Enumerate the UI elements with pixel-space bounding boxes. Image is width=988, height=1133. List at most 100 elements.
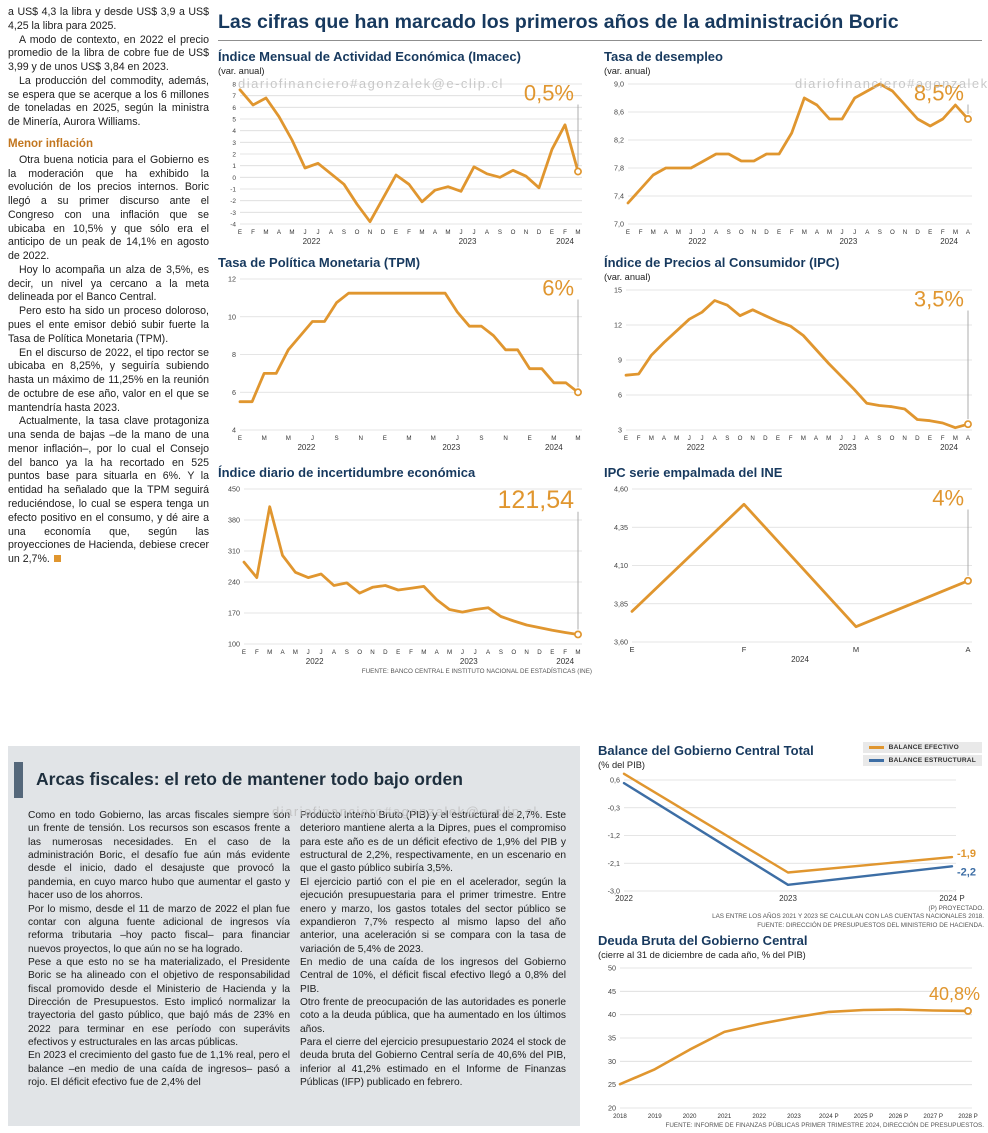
paragraph-text: Actualmente, la tasa clave protagoniza u… (8, 415, 209, 566)
svg-text:A: A (966, 229, 971, 236)
svg-text:3: 3 (618, 425, 622, 434)
chart-imacec: Índice Mensual de Actividad Económica (I… (218, 49, 592, 248)
page-title: Las cifras que han marcado los primeros … (218, 11, 982, 42)
svg-text:8: 8 (232, 350, 236, 359)
chart-deuda-bruta: Deuda Bruta del Gobierno Central (cierre … (598, 933, 984, 1130)
chart-ipc-ine: IPC serie empalmada del INE 4,60 4,35 4,10 3… (604, 465, 982, 666)
svg-text:4,35: 4,35 (614, 523, 628, 532)
chart-source-note: FUENTE: DIRECCIÓN DE PRESUPUESTOS DEL MI… (757, 921, 984, 929)
svg-text:8,6: 8,6 (614, 107, 624, 116)
chart-source-note: FUENTE: INFORME DE FINANZAS PÚBLICAS PRI… (665, 1121, 984, 1129)
legend-item: BALANCE EFECTIVO (862, 742, 982, 753)
svg-text:2022: 2022 (688, 237, 706, 246)
chart-plot: 15 12 9 6 3 E F M A M J J A S O N D E F M A M J J A S O N D E F M A 2022 2… (604, 282, 982, 454)
paragraph: Como en todo Gobierno, las arcas fiscale… (28, 810, 290, 902)
svg-text:-1: -1 (230, 186, 236, 193)
chart-subtitle: (var. anual) (604, 65, 651, 76)
svg-text:2018: 2018 (613, 1113, 627, 1120)
svg-text:E: E (394, 229, 398, 236)
svg-text:A: A (814, 435, 819, 442)
paragraph: A modo de contexto, en 2022 el precio pr… (8, 33, 209, 74)
paragraph: Hoy lo acompaña un alza de 3,5%, es deci… (8, 263, 209, 304)
svg-text:40: 40 (608, 1010, 616, 1019)
svg-text:O: O (511, 649, 516, 656)
legend-item: BALANCE ESTRUCTURAL (862, 755, 982, 766)
svg-text:A: A (865, 435, 870, 442)
svg-text:4,60: 4,60 (614, 484, 628, 493)
svg-text:0,6: 0,6 (610, 775, 620, 784)
chart-plot: 450 380 310 240 170 100 E F M A M J J A S O N D E F M A M J J A S O… (218, 481, 592, 668)
svg-text:2024 P: 2024 P (939, 894, 964, 903)
svg-text:M: M (421, 649, 426, 656)
svg-text:F: F (251, 229, 255, 236)
chart-title: Índice Mensual de Actividad Económica (I… (218, 49, 521, 64)
story-end-marker (53, 555, 61, 563)
svg-text:F: F (407, 229, 411, 236)
svg-text:J: J (320, 649, 323, 656)
svg-text:3,60: 3,60 (614, 637, 628, 646)
svg-text:M: M (649, 435, 654, 442)
svg-text:-2,1: -2,1 (608, 859, 620, 868)
chart-title: Índice de Precios al Consumidor (IPC) (604, 255, 840, 270)
svg-text:-1,2: -1,2 (608, 831, 620, 840)
svg-text:121,54: 121,54 (498, 486, 575, 514)
svg-text:F: F (941, 229, 945, 236)
svg-text:S: S (499, 649, 503, 656)
svg-text:F: F (255, 649, 259, 656)
svg-text:A: A (433, 229, 438, 236)
chart-title: Balance del Gobierno Central Total (598, 743, 814, 758)
chart-incertidumbre: Índice diario de incertidumbre económica… (218, 465, 592, 676)
svg-text:A: A (329, 229, 334, 236)
svg-text:S: S (335, 435, 339, 442)
svg-text:O: O (355, 229, 360, 236)
svg-text:J: J (702, 229, 705, 236)
svg-text:O: O (890, 435, 895, 442)
svg-text:N: N (368, 229, 372, 236)
svg-text:S: S (345, 649, 349, 656)
chart-source-note: LAS ENTRE LOS AÑOS 2021 Y 2023 SE CALCUL… (712, 913, 984, 920)
svg-text:2026 P: 2026 P (889, 1113, 909, 1120)
svg-text:30: 30 (608, 1057, 616, 1066)
svg-text:45: 45 (608, 987, 616, 996)
chart-subtitle: (% del PIB) (598, 759, 646, 770)
svg-text:M: M (827, 229, 832, 236)
chart-plot: 0,6 -0,3 -1,2 -2,1 -3,0 2022 2023 2024 P -1,9 -2,… (598, 770, 984, 905)
svg-text:O: O (511, 229, 516, 236)
svg-text:12: 12 (228, 274, 236, 283)
svg-text:40,8%: 40,8% (929, 984, 980, 1004)
svg-text:E: E (238, 435, 242, 442)
paragraph: La producción del commodity, además, se … (8, 74, 209, 129)
svg-text:N: N (750, 435, 754, 442)
svg-text:3: 3 (232, 140, 236, 147)
svg-text:M: M (445, 229, 450, 236)
svg-text:M: M (293, 649, 298, 656)
svg-text:D: D (537, 649, 542, 656)
svg-text:J: J (840, 435, 843, 442)
svg-text:2023: 2023 (787, 1113, 801, 1120)
svg-text:-2,2: -2,2 (957, 866, 976, 878)
svg-text:O: O (890, 229, 895, 236)
chart-subtitle: (cierre al 31 de diciembre de cada año, … (598, 949, 806, 960)
fiscal-text-column-2: Producto Interno Bruto (PIB) y el estruc… (300, 809, 566, 1090)
svg-text:100: 100 (228, 639, 240, 648)
svg-text:N: N (902, 435, 906, 442)
paragraph: Otro frente de preocupación de las autor… (300, 997, 566, 1035)
svg-text:E: E (629, 645, 634, 654)
svg-text:J: J (853, 229, 856, 236)
svg-text:J: J (852, 435, 855, 442)
svg-text:A: A (662, 435, 667, 442)
svg-text:2024 P: 2024 P (819, 1113, 839, 1120)
chart-plot: 8 7 6 5 4 3 2 1 0 -1 -2 -3 -4 E F M A M J J A S O N D E F M A M J J A S O N… (218, 76, 592, 248)
svg-text:D: D (915, 229, 920, 236)
svg-text:4: 4 (232, 425, 236, 434)
svg-text:15: 15 (614, 285, 622, 294)
svg-text:7,0: 7,0 (614, 219, 624, 228)
svg-text:M: M (676, 229, 681, 236)
svg-text:E: E (928, 229, 932, 236)
svg-text:2023: 2023 (779, 894, 797, 903)
